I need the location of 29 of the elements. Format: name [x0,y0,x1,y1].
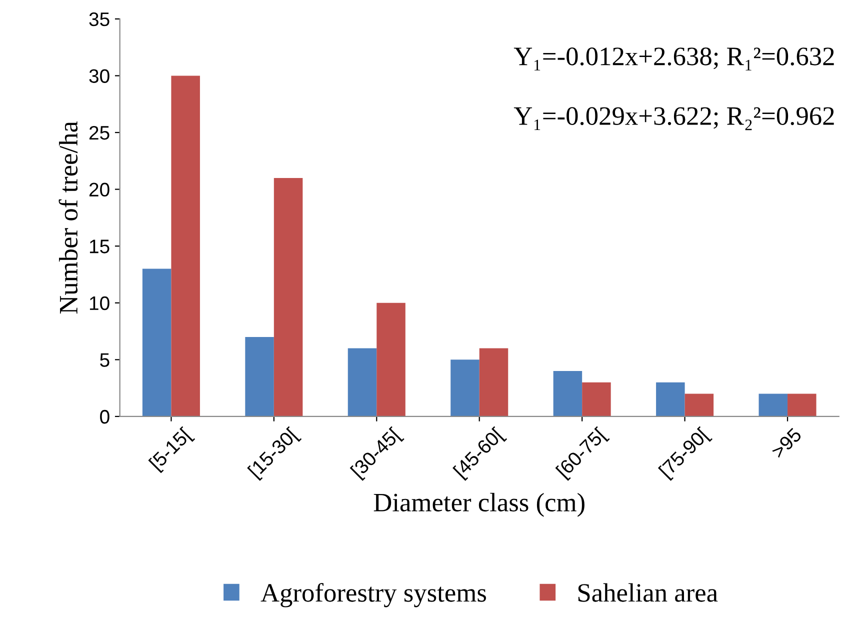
bar [684,394,714,416]
x-tick-label: >95 [770,427,802,459]
bar [274,178,303,416]
bar [758,394,788,416]
y-tick-label: 30 [89,69,110,83]
bar [582,382,611,416]
y-axis-title: Number of tree/ha [58,121,78,314]
bar [376,302,406,416]
bar [479,348,508,416]
y-tick-label: 10 [90,296,110,310]
y-tick-label: 20 [89,182,110,197]
y-tick-label: 35 [89,12,110,26]
annotation: Y₁=-0.029x+3.622; R₂²=0.962 [514,107,834,130]
legend-label: Agroforestry systems [260,582,486,608]
bar [656,382,685,416]
bar [171,76,200,416]
bar [788,394,816,416]
bar [245,336,274,416]
bar [348,348,377,416]
legend-label: Sahelian area [578,583,718,602]
bar [553,371,582,416]
bar [450,360,480,416]
y-tick-label: 5 [100,353,110,367]
y-tick-label: 25 [89,126,110,140]
y-tick-label: 15 [90,240,110,254]
x-axis-title: Diameter class (cm) [374,492,584,517]
annotation: Y₁=-0.012x+2.638; R₁²=0.632 [514,48,834,70]
y-tick-label: 0 [100,410,110,424]
bar [142,268,172,416]
